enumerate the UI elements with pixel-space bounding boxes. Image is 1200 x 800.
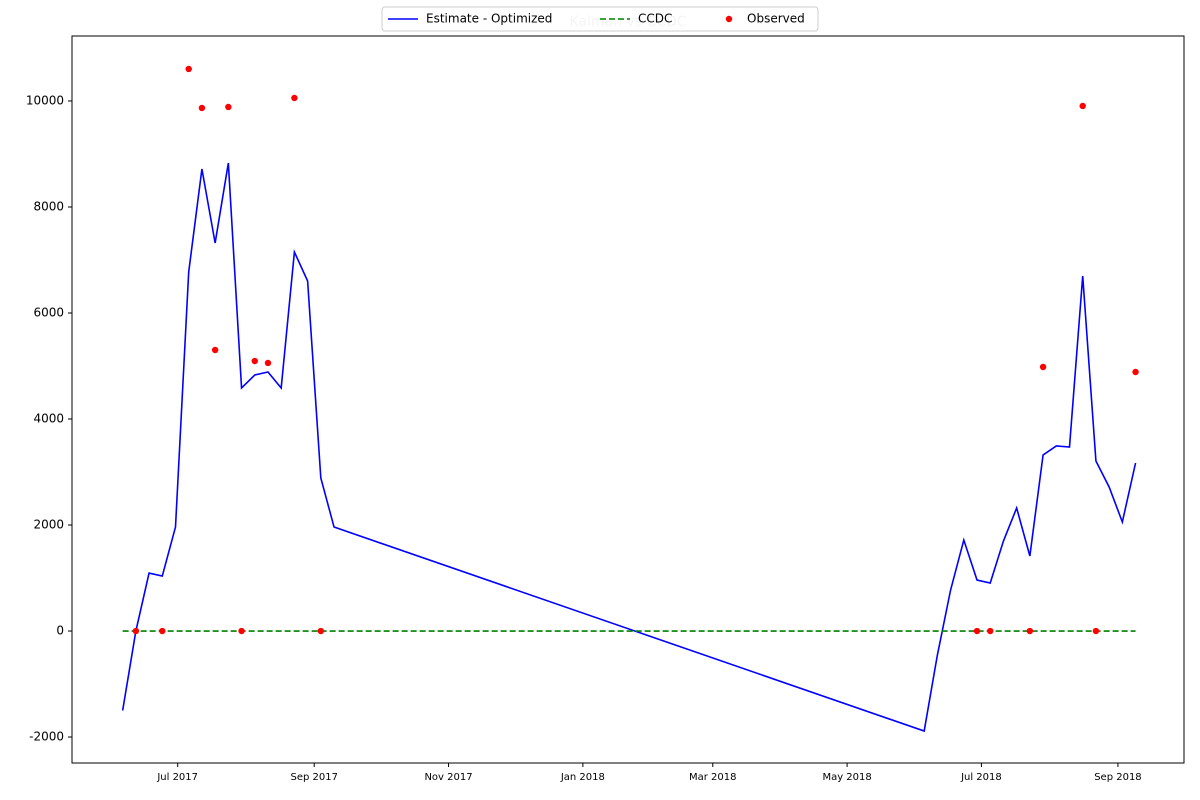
observed-point [1079,102,1086,110]
y-tick-label: -2000 [29,730,64,744]
observed-point [225,103,232,111]
legend-label: Estimate - Optimized [426,12,552,26]
x-tick-label: Sep 2017 [290,772,337,783]
observed-point [973,627,981,635]
legend-label: Observed [747,12,805,26]
y-tick-label: 8000 [33,199,64,213]
observed-point [251,357,258,365]
observed-point [317,627,325,635]
x-tick-label: Mar 2018 [689,772,737,783]
y-tick-label: 6000 [33,305,64,319]
x-tick-label: May 2018 [822,772,871,783]
x-tick-label: Jul 2017 [156,772,198,783]
series-line [121,162,1137,733]
legend-marker [725,15,733,23]
y-tick-label: 0 [56,624,64,638]
axes-frame [71,35,1185,764]
x-tick-label: Jan 2018 [560,772,605,783]
observed-point [132,627,140,635]
x-tick-label: Jul 2018 [960,772,1002,783]
observed-point [1132,368,1139,376]
y-tick-label: 10000 [26,93,64,107]
observed-point [1039,363,1047,371]
observed-point [185,65,192,73]
observed-point [264,359,272,367]
observed-point [211,346,219,354]
observed-point [291,94,298,102]
observed-point [198,104,206,112]
observed-point [1092,627,1100,635]
y-tick-label: 2000 [33,518,64,532]
observed-point [238,627,245,635]
x-tick-label: Nov 2017 [424,772,472,783]
observed-point [1026,627,1034,635]
legend-label: CCDC [638,12,672,26]
x-tick-label: Sep 2018 [1094,772,1141,783]
observed-point [159,627,166,635]
y-tick-label: 4000 [33,412,64,426]
observed-point [987,627,994,635]
